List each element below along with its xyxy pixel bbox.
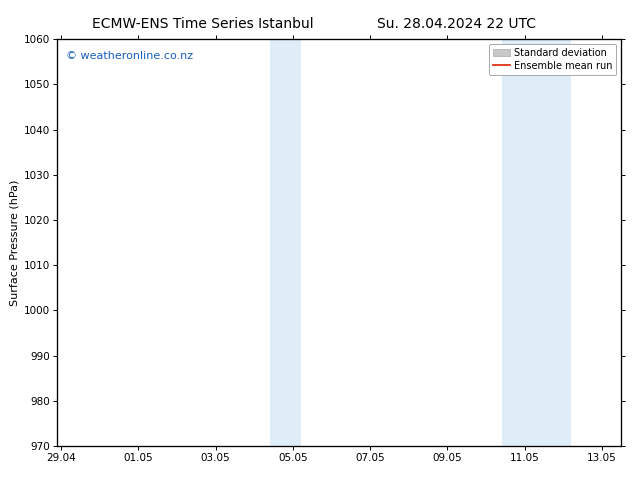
Legend: Standard deviation, Ensemble mean run: Standard deviation, Ensemble mean run [489, 44, 616, 75]
Bar [501, 39, 571, 446]
Text: ECMW-ENS Time Series Istanbul: ECMW-ENS Time Series Istanbul [92, 17, 314, 31]
Text: © weatheronline.co.nz: © weatheronline.co.nz [65, 51, 193, 61]
Y-axis label: Surface Pressure (hPa): Surface Pressure (hPa) [10, 179, 20, 306]
Bar [269, 39, 301, 446]
Text: Su. 28.04.2024 22 UTC: Su. 28.04.2024 22 UTC [377, 17, 536, 31]
